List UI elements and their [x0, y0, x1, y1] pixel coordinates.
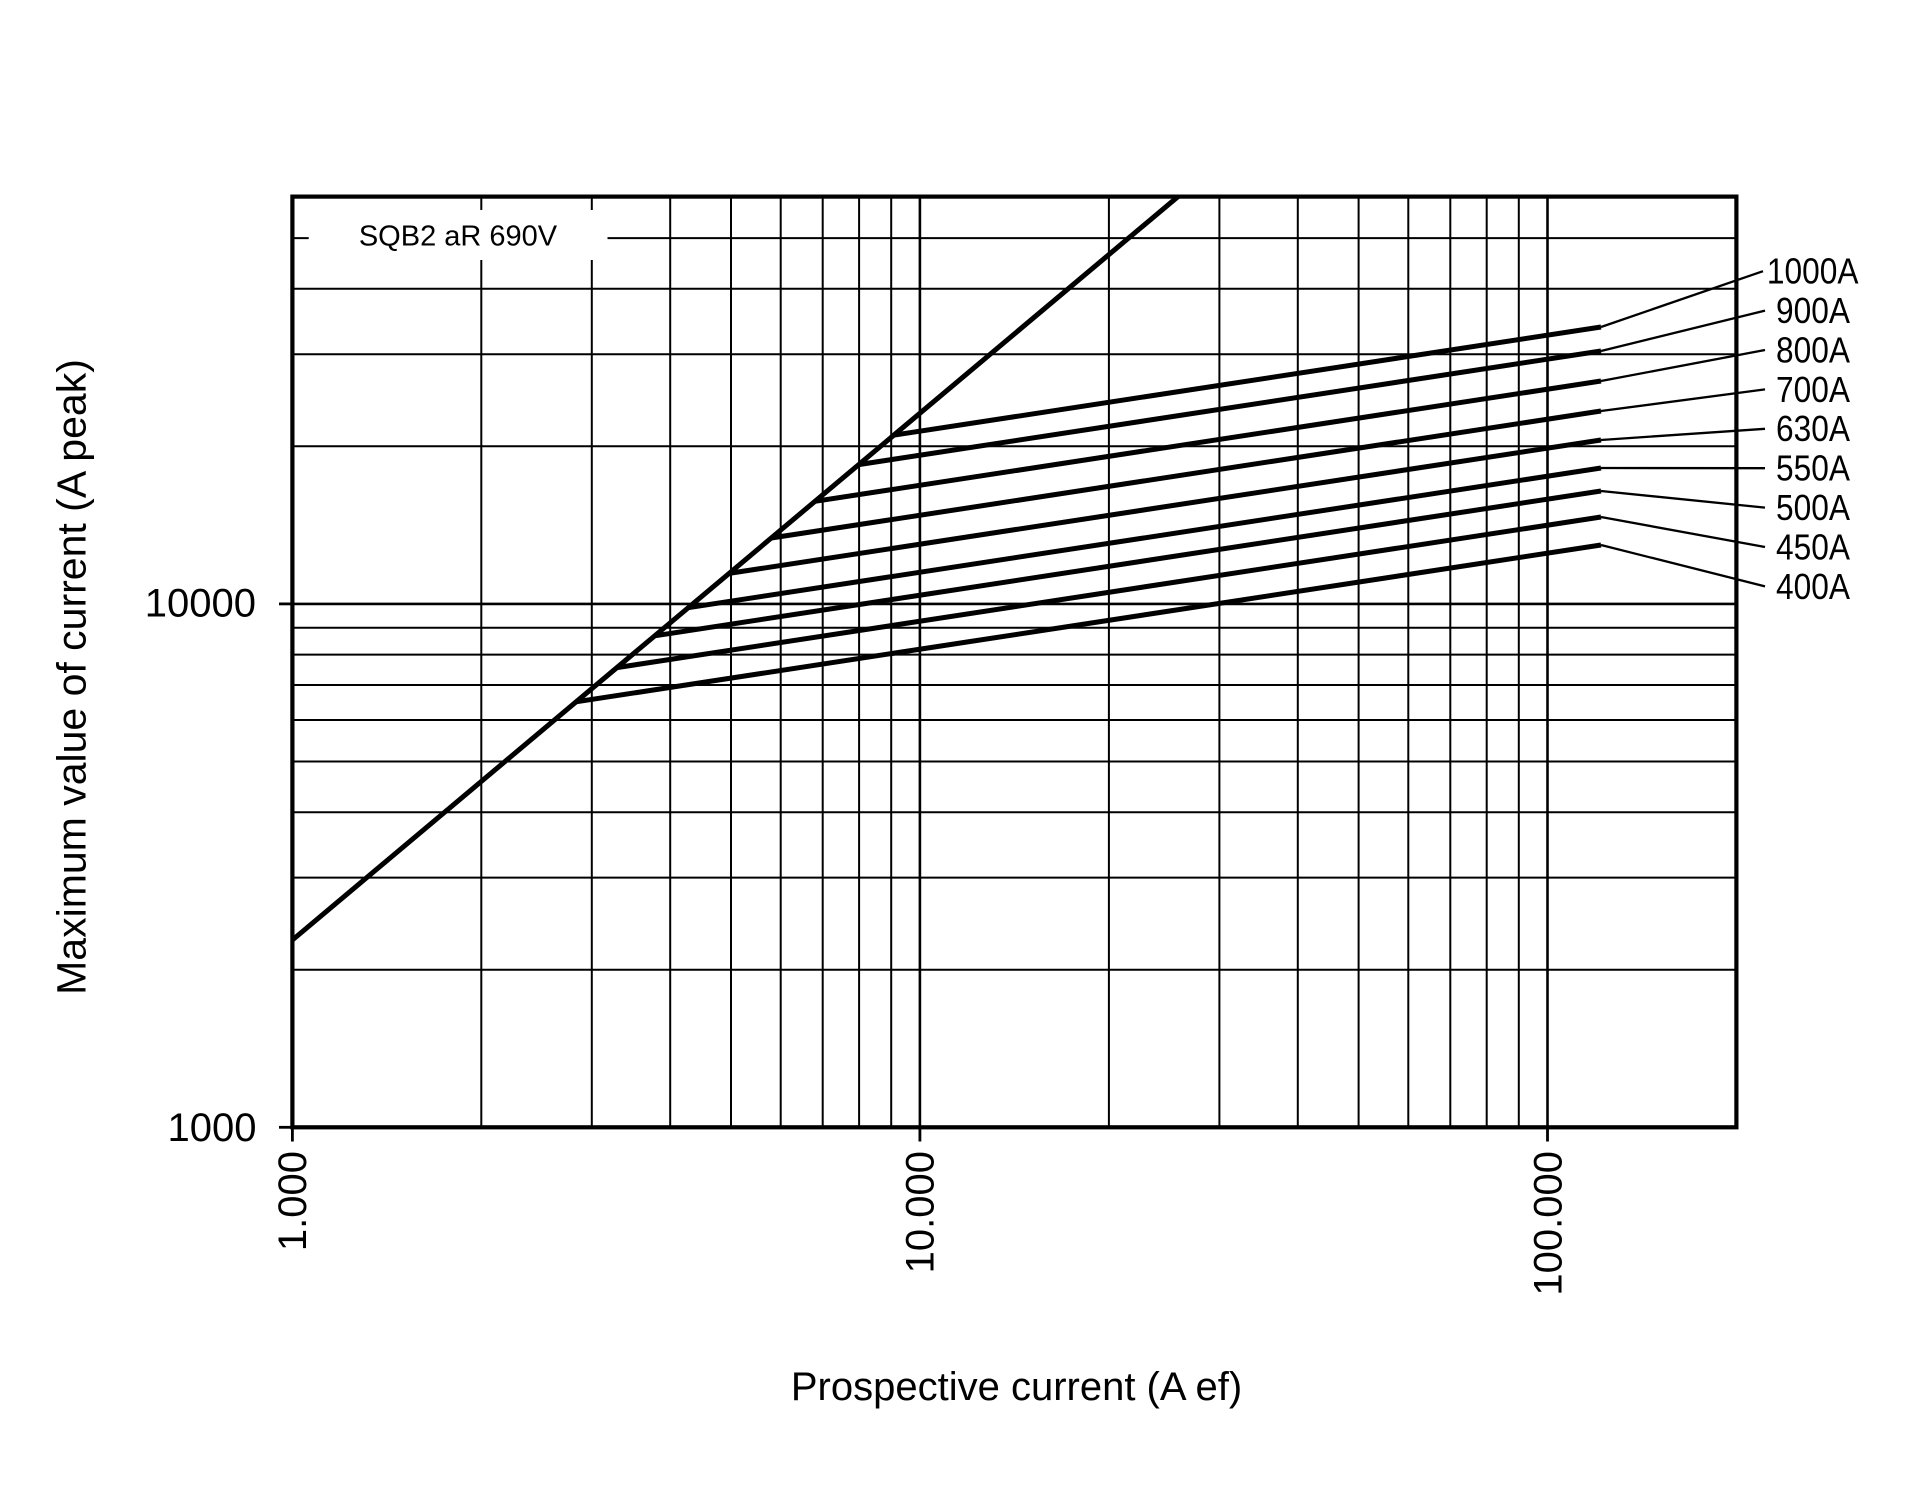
svg-text:10.000: 10.000 — [899, 1151, 943, 1273]
svg-text:900A: 900A — [1776, 291, 1850, 331]
svg-text:100.000: 100.000 — [1526, 1151, 1570, 1296]
svg-text:Maximum value of current (A pe: Maximum value of current (A peak) — [49, 359, 95, 995]
svg-text:1.000: 1.000 — [271, 1151, 315, 1251]
svg-text:1000: 1000 — [168, 1106, 257, 1150]
svg-text:450A: 450A — [1776, 528, 1850, 568]
svg-text:800A: 800A — [1776, 331, 1850, 371]
svg-text:10000: 10000 — [145, 582, 256, 626]
svg-text:SQB2 aR 690V: SQB2 aR 690V — [359, 221, 558, 253]
svg-text:550A: 550A — [1776, 449, 1850, 489]
svg-text:Prospective current (A ef): Prospective current (A ef) — [791, 1365, 1242, 1409]
svg-text:400A: 400A — [1776, 567, 1850, 607]
svg-text:630A: 630A — [1776, 409, 1850, 449]
svg-text:700A: 700A — [1776, 370, 1850, 410]
svg-text:500A: 500A — [1776, 488, 1850, 528]
svg-text:1000A: 1000A — [1767, 252, 1859, 292]
